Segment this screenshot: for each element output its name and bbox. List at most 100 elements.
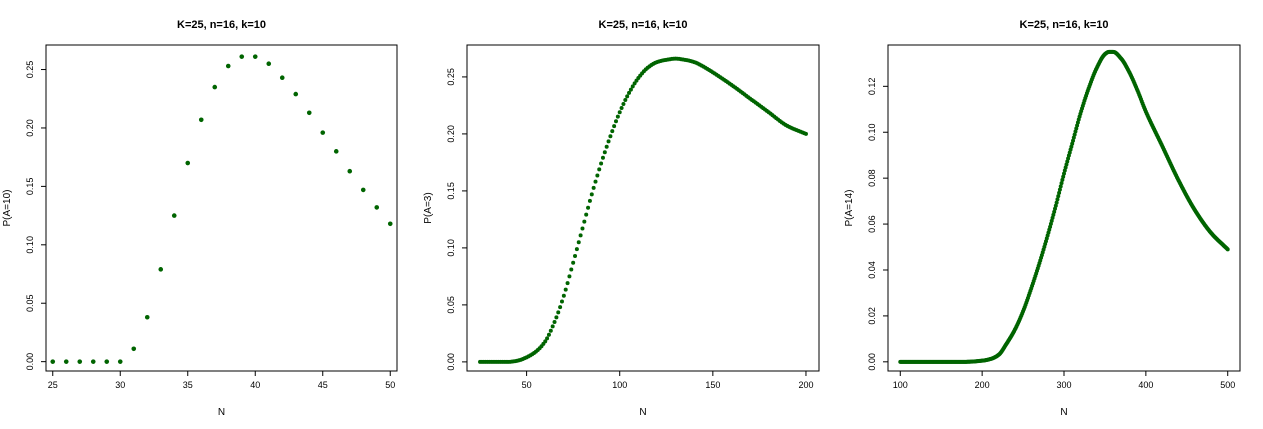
data-point: [625, 94, 630, 99]
data-point: [306, 110, 312, 116]
y-tick-label: 0.00: [25, 353, 35, 371]
x-tick-label: 45: [318, 380, 328, 390]
data-point: [1063, 165, 1068, 170]
data-points: [898, 49, 1230, 364]
y-tick-label: 0.10: [25, 236, 35, 254]
plot-frame: [887, 44, 1241, 372]
data-point: [1072, 132, 1077, 137]
data-point: [608, 134, 613, 139]
data-points: [478, 56, 808, 364]
x-tick-label: 100: [893, 380, 908, 390]
data-point: [574, 247, 579, 252]
data-point: [617, 110, 622, 115]
y-tick-label: 0.05: [25, 294, 35, 312]
data-point: [1225, 247, 1230, 252]
data-point: [627, 90, 632, 95]
data-point: [360, 187, 366, 193]
data-point: [545, 336, 550, 341]
y-tick-label: 0.20: [446, 125, 456, 143]
data-point: [582, 219, 587, 224]
x-tick-label: 400: [1138, 380, 1153, 390]
x-tick-label: 150: [705, 380, 720, 390]
x-axis-label: N: [639, 407, 646, 418]
data-point: [567, 274, 572, 279]
data-point: [803, 131, 808, 136]
x-tick-label: 200: [975, 380, 990, 390]
chart-title: K=25, n=16, k=10: [1020, 19, 1109, 31]
data-point: [543, 339, 548, 344]
y-tick-label: 0.05: [446, 296, 456, 314]
data-point: [239, 54, 245, 59]
x-axis-label: N: [218, 407, 225, 418]
data-point: [630, 84, 635, 89]
data-point: [591, 185, 596, 190]
data-point: [1075, 123, 1080, 128]
plot-frame: [45, 44, 398, 372]
chart-panel-3: K=25, n=16, k=10 N P(A=14) 100 200 300 400 500 0…: [844, 19, 1241, 418]
data-point: [293, 91, 299, 97]
y-tick-label: 0.25: [25, 61, 35, 79]
data-point: [1059, 181, 1064, 186]
x-tick-label: 30: [115, 380, 125, 390]
data-point: [279, 75, 285, 81]
data-point: [623, 98, 628, 103]
data-point: [556, 310, 561, 315]
y-tick-label: 0.02: [867, 307, 877, 325]
y-tick-label: 0.00: [867, 353, 877, 371]
x-tick-label: 200: [798, 380, 813, 390]
data-point: [1071, 138, 1076, 143]
data-point: [580, 226, 585, 231]
data-point: [602, 150, 607, 155]
y-axis-label: P(A=10): [2, 190, 13, 227]
x-tick-label: 300: [1056, 380, 1071, 390]
data-point: [595, 173, 600, 178]
data-point: [171, 213, 177, 218]
data-point: [50, 359, 56, 364]
data-point: [621, 101, 626, 106]
data-point: [599, 161, 604, 166]
x-tick-label: 40: [250, 380, 260, 390]
data-point: [1051, 212, 1056, 217]
data-point: [612, 124, 617, 129]
x-tick-label: 50: [385, 380, 395, 390]
data-point: [144, 314, 150, 320]
data-point: [225, 63, 231, 69]
data-point: [131, 346, 137, 352]
data-point: [613, 119, 618, 124]
data-point: [552, 319, 557, 324]
data-point: [578, 233, 583, 238]
data-point: [548, 328, 553, 333]
x-tick-label: 50: [522, 380, 532, 390]
data-point: [606, 139, 611, 144]
data-point: [628, 87, 633, 92]
data-point: [77, 359, 83, 364]
data-point: [576, 240, 581, 245]
data-point: [212, 84, 218, 90]
data-point: [117, 359, 123, 364]
data-point: [573, 253, 578, 258]
y-tick-label: 0.15: [446, 182, 456, 200]
data-point: [604, 144, 609, 149]
data-point: [571, 260, 576, 265]
plot-frame: [466, 44, 820, 372]
data-point: [619, 106, 624, 111]
data-point: [266, 61, 272, 66]
x-axis-label: N: [1060, 407, 1067, 418]
y-axis-label: P(A=14): [844, 190, 855, 227]
data-point: [600, 155, 605, 160]
data-point: [593, 179, 598, 184]
data-point: [1057, 187, 1062, 192]
data-point: [1056, 194, 1061, 199]
y-tick-label: 0.12: [867, 78, 877, 96]
y-tick-label: 0.10: [867, 123, 877, 141]
y-tick-label: 0.25: [446, 68, 456, 86]
x-tick-label: 25: [48, 380, 58, 390]
data-point: [1070, 141, 1075, 146]
data-point: [569, 267, 574, 272]
data-point: [561, 293, 566, 298]
y-tick-label: 0.20: [25, 119, 35, 137]
y-tick-label: 0.15: [25, 178, 35, 196]
data-point: [584, 212, 589, 217]
data-point: [104, 359, 110, 364]
data-point: [559, 299, 564, 304]
